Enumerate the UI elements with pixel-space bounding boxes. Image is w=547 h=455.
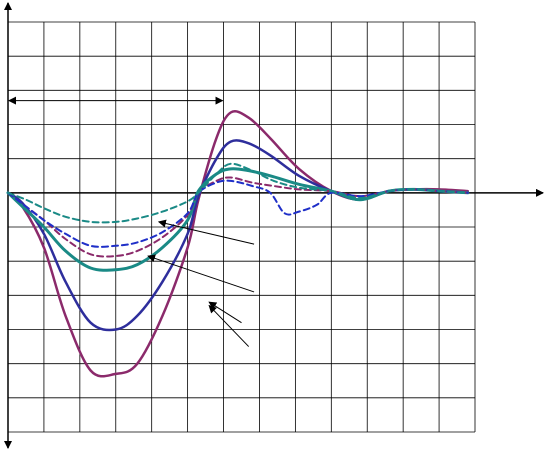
callout-arrow-4 bbox=[208, 304, 250, 347]
callout-arrow-3 bbox=[208, 301, 242, 324]
callout-arrow-1 bbox=[157, 219, 255, 245]
axes bbox=[4, 2, 544, 449]
series-line-6 bbox=[7, 162, 469, 224]
series-line-5 bbox=[7, 179, 469, 248]
annotations bbox=[8, 96, 255, 347]
grid bbox=[8, 21, 476, 433]
callout-arrow-2 bbox=[147, 254, 255, 293]
series-line-1 bbox=[6, 110, 470, 378]
series-group bbox=[6, 110, 470, 378]
